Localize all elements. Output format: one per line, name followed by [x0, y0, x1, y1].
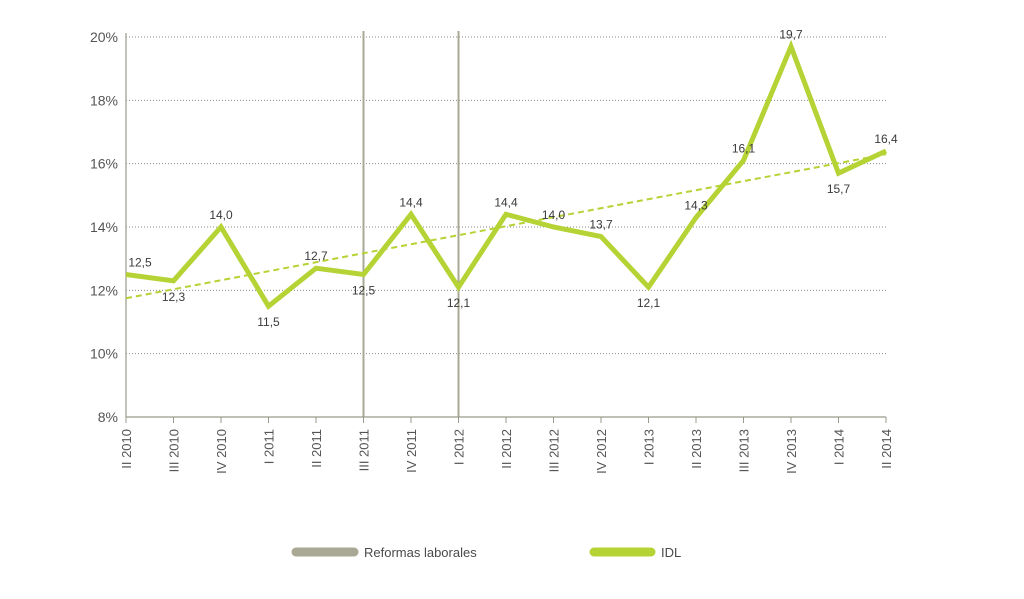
x-tick-label: IV 2012 — [594, 429, 609, 474]
y-tick-label: 8% — [98, 409, 118, 425]
data-label: 13,7 — [589, 218, 613, 232]
x-tick-label: III 2013 — [737, 429, 752, 472]
trendline-dashed — [125, 153, 887, 300]
x-tick-label: IV 2013 — [784, 429, 799, 474]
y-tick-label: 18% — [90, 92, 118, 108]
x-tick-label: II 2010 — [119, 429, 134, 469]
legend-label-idl: IDL — [661, 545, 681, 560]
y-tick-label: 14% — [90, 219, 118, 235]
x-tick-label: IV 2011 — [404, 429, 419, 473]
y-tick-label: 16% — [90, 156, 118, 172]
idl-series — [125, 39, 888, 310]
reform-lines — [362, 31, 460, 417]
x-tick-label: IV 2010 — [214, 429, 229, 474]
x-tick-label: II 2013 — [689, 429, 704, 469]
trendline — [125, 153, 887, 300]
data-label: 12,5 — [128, 256, 152, 270]
data-label: 14,4 — [399, 195, 423, 209]
data-label: 14,0 — [209, 208, 233, 222]
data-label: 14,3 — [684, 199, 708, 213]
y-tick-label: 12% — [90, 282, 118, 298]
x-tick-label: I 2014 — [832, 429, 847, 465]
y-tick-label: 10% — [90, 346, 118, 362]
data-label: 14,0 — [542, 208, 566, 222]
legend-label-reformas: Reformas laborales — [364, 545, 477, 560]
x-tick-label: II 2012 — [499, 429, 514, 469]
x-tick-label: I 2012 — [452, 429, 467, 465]
legend: Reformas laborales IDL — [291, 545, 681, 560]
data-label: 12,1 — [637, 296, 661, 310]
data-label: 12,7 — [304, 249, 328, 263]
data-label: 12,1 — [447, 296, 471, 310]
data-label: 16,1 — [732, 142, 756, 156]
data-label: 12,5 — [352, 284, 376, 298]
data-label: 16,4 — [874, 132, 898, 146]
axes: 8% 10% 12% 14% 16% 18% 20% II 2010 III 2010 IV 20… — [90, 29, 894, 474]
data-label: 11,5 — [257, 315, 280, 329]
x-tick-label: III 2012 — [547, 429, 562, 472]
data-label: 19,7 — [779, 28, 803, 42]
data-label: 14,4 — [494, 195, 518, 209]
x-tick-label: III 2011 — [357, 429, 372, 471]
x-tick-label: I 2011 — [262, 429, 277, 464]
data-label: 12,3 — [162, 290, 186, 304]
x-tick-label: II 2014 — [879, 429, 894, 469]
y-tick-label: 20% — [90, 29, 118, 45]
data-label: 15,7 — [827, 182, 851, 196]
data-labels: 12,5 12,3 14,0 11,5 12,7 12,5 14,4 12,1 14,4 14,0… — [128, 28, 898, 330]
x-tick-label: III 2010 — [167, 429, 182, 472]
gridlines — [126, 36, 886, 355]
idl-series-line — [125, 39, 888, 310]
x-tick-label: I 2013 — [642, 429, 657, 465]
x-tick-label: II 2011 — [309, 429, 324, 468]
